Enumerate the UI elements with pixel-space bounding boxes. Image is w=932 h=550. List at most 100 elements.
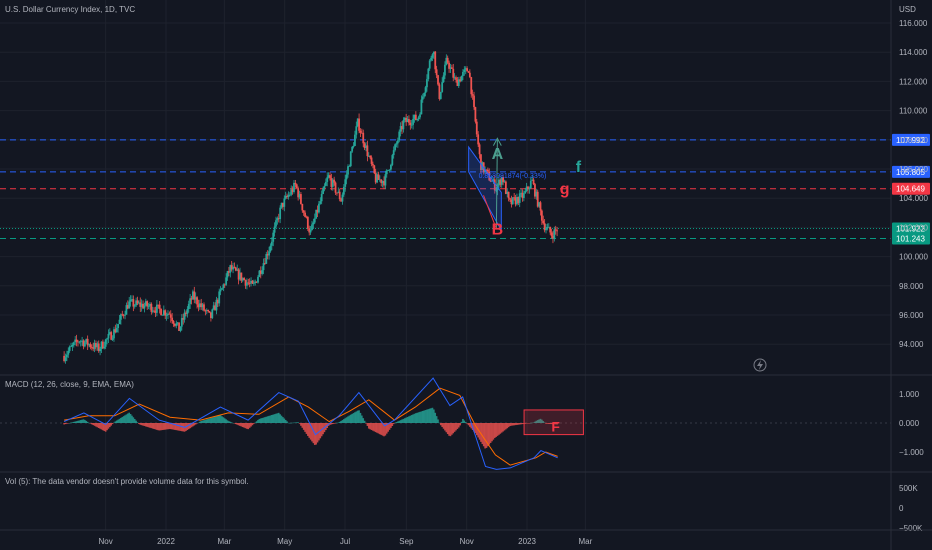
candle-body — [329, 175, 331, 179]
macd-histogram-bar — [466, 423, 468, 424]
macd-histogram-bar — [381, 423, 384, 436]
candle-body — [381, 181, 384, 184]
macd-histogram-bar — [210, 418, 212, 423]
candle-body — [334, 182, 337, 193]
macd-histogram-bar — [521, 423, 524, 425]
macd-histogram-bar — [510, 423, 513, 426]
macd-histogram-bar — [93, 423, 96, 426]
candle-body — [521, 192, 524, 198]
macd-histogram-bar — [424, 410, 427, 423]
candle-body — [301, 203, 304, 211]
candle-body — [230, 265, 233, 270]
macd-histogram-bar — [387, 423, 389, 432]
price-line-badge — [892, 165, 930, 178]
macd-histogram-bar — [255, 421, 258, 423]
annotation-label: B — [492, 222, 504, 239]
price-axis[interactable]: 116.000 114.000 112.000 110.000 108.000 106.0… — [899, 19, 928, 533]
volume-title[interactable]: Vol (5): The data vendor doesn't provide… — [5, 477, 249, 486]
time-tick-label: May — [277, 537, 292, 546]
macd-histogram-bar — [221, 416, 223, 423]
macd-title[interactable]: MACD (12, 26, close, 9, EMA, EMA) — [5, 380, 134, 389]
macd-histogram-bar — [64, 423, 67, 425]
macd-histogram-bar — [354, 412, 356, 423]
candle-body — [507, 191, 510, 199]
candle-body — [316, 209, 319, 213]
candle-body — [416, 119, 419, 120]
candle-body — [72, 342, 75, 346]
candle-body — [552, 235, 554, 239]
macd-histogram-bar — [276, 413, 279, 423]
macd-histogram-bar — [167, 423, 169, 430]
macd-histogram-bar — [376, 423, 378, 433]
candle-body — [520, 192, 522, 194]
macd-histogram-bar — [120, 417, 122, 423]
candle-body — [197, 304, 200, 308]
candles — [63, 51, 559, 364]
macd-histogram-bar — [507, 423, 510, 428]
candle-body — [246, 282, 248, 286]
candle-body — [341, 194, 344, 202]
candle-body — [167, 313, 169, 315]
macd-histogram-bar — [439, 423, 442, 426]
candle-body — [248, 283, 251, 284]
macd-histogram-bar — [331, 423, 334, 425]
macd-histogram-bar — [239, 423, 241, 426]
time-tick-label: 2022 — [157, 537, 175, 546]
candle-body — [225, 277, 228, 285]
candle-body — [517, 196, 520, 203]
candle-body — [547, 226, 550, 228]
candle-body — [196, 297, 198, 305]
candle-body — [338, 191, 341, 200]
macd-histogram-bar — [193, 423, 196, 426]
candle-body — [356, 118, 359, 127]
candle-body — [280, 202, 283, 208]
candle-body — [480, 154, 482, 171]
candle-body — [516, 196, 518, 205]
candle-body — [468, 72, 471, 78]
candle-body — [524, 191, 527, 194]
macd-histogram-bar — [480, 423, 482, 442]
candle-body — [419, 114, 421, 118]
candle-body — [137, 302, 140, 304]
macd-histogram-bar — [298, 423, 301, 424]
candle-body — [233, 266, 236, 268]
candle-body — [106, 338, 108, 340]
macd-histogram-bar — [196, 423, 198, 424]
arrow-up-head — [492, 137, 502, 146]
macd-histogram-bar — [103, 423, 106, 431]
macd-histogram-bar — [345, 417, 348, 423]
candle-body — [251, 280, 254, 284]
macd-histogram-bar — [73, 421, 75, 423]
macd-histogram-bar — [453, 423, 456, 432]
macd-histogram-bar — [250, 423, 252, 427]
macd-histogram-bar — [192, 423, 194, 427]
chart-title[interactable]: U.S. Dollar Currency Index, 1D, TVC — [5, 5, 136, 14]
candle-body — [68, 346, 71, 351]
candle-body — [348, 165, 351, 167]
macd-histogram-bar — [498, 423, 500, 435]
macd-histogram-bar — [264, 417, 266, 423]
annotation-label: g — [560, 181, 570, 198]
candle-body — [215, 299, 218, 311]
macd-histogram-bar — [520, 423, 522, 425]
alert-icon[interactable] — [753, 358, 767, 372]
macd-histogram-bar — [244, 423, 247, 429]
macd-histogram-bar — [550, 423, 553, 425]
macd-histogram-bar — [300, 423, 302, 426]
macd-histogram-bar — [423, 410, 425, 423]
macd-histogram-bar — [366, 423, 369, 426]
candle-body — [239, 272, 241, 280]
macd-histogram-bar — [509, 423, 511, 427]
macd-histogram-bar — [370, 423, 373, 430]
macd-histogram-bar — [430, 408, 432, 423]
candle-body — [453, 77, 456, 79]
candle-body — [212, 305, 215, 310]
candle-body — [527, 186, 529, 190]
macd-histogram-bar — [329, 423, 331, 425]
time-axis[interactable]: Nov 2022 Mar May Jul Sep Nov 2023 Mar — [99, 537, 593, 546]
candle-body — [218, 291, 221, 304]
macd-histogram-bar — [437, 419, 439, 423]
macd-annotation-label: F — [551, 419, 560, 435]
candle-body — [71, 345, 74, 347]
